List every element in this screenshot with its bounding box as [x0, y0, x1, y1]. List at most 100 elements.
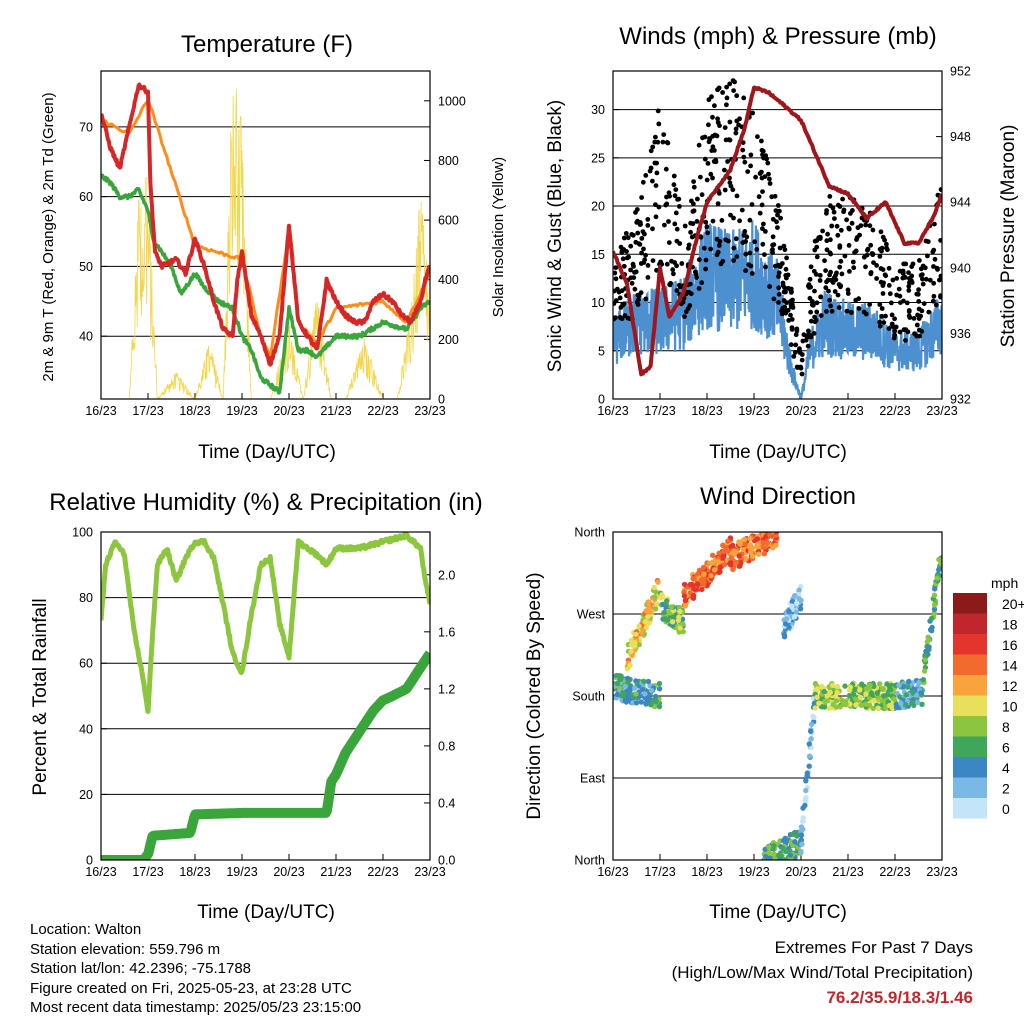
- gust-point: [624, 249, 629, 254]
- humidity-ytick-label: 100: [72, 526, 93, 540]
- gust-point: [716, 243, 722, 248]
- humidity-ytick-label: 40: [79, 722, 93, 736]
- direction-point: [852, 686, 858, 692]
- humidity-xtick-label: 17/23: [132, 865, 163, 879]
- gust-point: [677, 204, 682, 209]
- humidity-ylabel-left: Percent & Total Rainfall: [30, 598, 51, 795]
- direction-point: [811, 714, 817, 720]
- gust-point: [823, 268, 828, 273]
- direction-point: [643, 624, 650, 631]
- direction-point: [643, 700, 649, 706]
- gust-point: [663, 166, 669, 172]
- gust-point: [686, 242, 692, 248]
- temperature-xtick-label: 22/23: [367, 404, 398, 418]
- legend-label: 12: [1002, 678, 1018, 694]
- direction-point: [717, 564, 723, 570]
- direction-point: [680, 621, 686, 627]
- gust-point: [921, 301, 927, 306]
- direction-point: [862, 701, 869, 707]
- gust-point: [674, 263, 679, 269]
- gust-point: [856, 296, 862, 302]
- gust-point: [733, 130, 739, 136]
- gust-point: [776, 270, 782, 276]
- gust-point: [793, 342, 799, 348]
- gust-point: [709, 94, 714, 100]
- gust-point: [791, 354, 797, 359]
- gust-point: [741, 154, 747, 160]
- gust-point: [823, 285, 829, 291]
- direction-point: [886, 702, 893, 709]
- direction-point: [884, 692, 891, 698]
- gust-point: [906, 283, 912, 289]
- winds-ytick-label: 25: [591, 151, 605, 165]
- gust-point: [838, 283, 844, 289]
- gust-point: [777, 208, 782, 214]
- gust-point: [639, 195, 644, 200]
- gust-point: [878, 279, 884, 285]
- direction-point: [620, 690, 626, 696]
- gust-point: [836, 305, 842, 310]
- direction-point: [680, 629, 686, 635]
- direction-point: [698, 577, 704, 583]
- gust-point: [799, 352, 805, 357]
- gust-point: [788, 342, 794, 348]
- gust-point: [757, 210, 763, 216]
- direction-point: [782, 857, 788, 860]
- gust-point: [650, 178, 655, 184]
- direction-point: [710, 552, 716, 558]
- gust-point: [774, 219, 779, 225]
- gust-point: [690, 209, 696, 214]
- direction-point: [730, 566, 736, 573]
- gust-point: [890, 324, 896, 329]
- gust-point: [863, 222, 869, 228]
- humidity-series: [101, 532, 430, 860]
- gust-point: [666, 240, 672, 246]
- gust-point: [914, 291, 920, 297]
- gust-point: [800, 338, 806, 344]
- direction-point: [763, 853, 769, 860]
- gust-point: [817, 273, 823, 278]
- gust-point: [691, 201, 696, 207]
- direction-point: [815, 686, 821, 692]
- gust-point: [799, 357, 805, 363]
- gust-point: [906, 288, 912, 293]
- precipitation-line: [101, 649, 430, 860]
- gust-point: [817, 236, 823, 242]
- gust-point: [783, 266, 789, 272]
- direction-point: [699, 586, 705, 593]
- direction-point: [782, 835, 788, 842]
- gust-point: [713, 159, 719, 165]
- gust-point: [812, 288, 817, 294]
- gust-point: [763, 264, 768, 270]
- direction-point: [799, 841, 805, 847]
- gust-point: [619, 250, 625, 256]
- gust-point: [708, 171, 714, 177]
- direction-title: Wind Direction: [700, 483, 856, 510]
- gust-point: [723, 237, 729, 243]
- gust-point: [930, 249, 936, 255]
- winds-y2tick-label: 932: [950, 393, 971, 407]
- gust-point: [660, 139, 666, 145]
- gust-point: [773, 208, 779, 214]
- gust-point: [691, 184, 697, 190]
- gust-point: [932, 221, 937, 227]
- gust-point: [818, 313, 824, 318]
- gust-point: [934, 265, 940, 271]
- gust-point: [778, 215, 783, 221]
- direction-point: [903, 692, 909, 698]
- gust-point: [772, 263, 778, 269]
- direction-point: [783, 616, 790, 622]
- gust-point: [798, 365, 804, 371]
- direction-point: [863, 686, 870, 692]
- humidity-xlabel: Time (Day/UTC): [197, 902, 335, 923]
- temperature-xtick-label: 21/23: [320, 404, 351, 418]
- direction-point: [632, 640, 638, 646]
- direction-point: [834, 683, 841, 690]
- gust-point: [910, 261, 916, 267]
- gust-point: [937, 277, 942, 283]
- direction-point: [928, 615, 935, 622]
- temperature-ytick-label: 60: [79, 190, 93, 204]
- direction-point: [782, 621, 789, 627]
- gust-point: [732, 79, 737, 85]
- gust-point: [715, 201, 721, 207]
